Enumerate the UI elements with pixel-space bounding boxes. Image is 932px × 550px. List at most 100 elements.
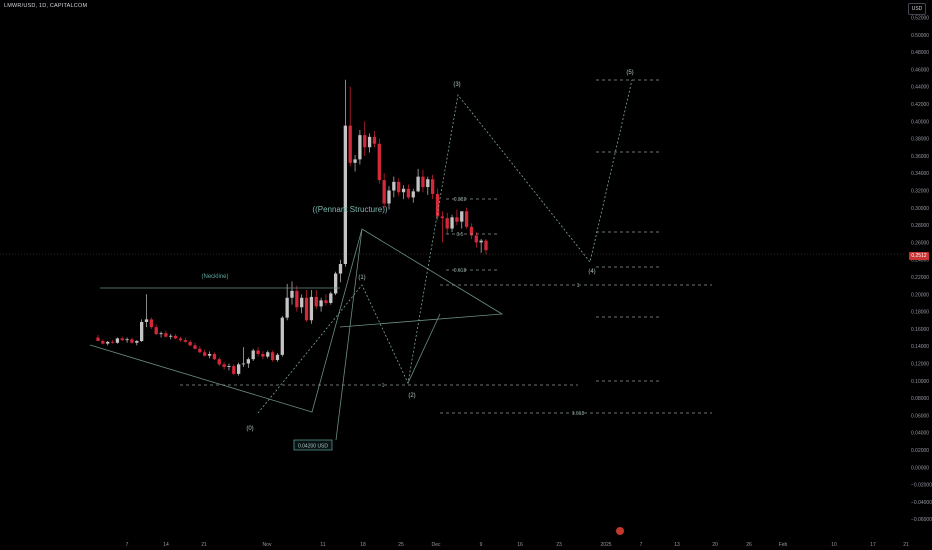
symbol-title[interactable]: LMWR/USD, 1D, CAPITALCOM — [4, 3, 88, 9]
candle-body — [207, 353, 212, 356]
candle-body — [261, 353, 265, 357]
time-tick-label: 16 — [517, 542, 523, 548]
candle-body — [135, 341, 139, 343]
price-tick-label: 0.08000 — [911, 396, 929, 402]
candle-body — [251, 350, 255, 360]
price-tick-label: 0.46000 — [911, 67, 929, 73]
candle-body — [241, 363, 246, 365]
candle-body — [426, 179, 430, 188]
price-tick-label: 0.32000 — [911, 189, 929, 195]
candle-body — [377, 143, 381, 181]
time-tick-label: 26 — [746, 542, 752, 548]
calendar-event-icon[interactable] — [616, 527, 624, 535]
candle-body — [484, 240, 488, 251]
time-tick-label: 10 — [831, 542, 837, 548]
candle-body — [479, 240, 483, 243]
candle-body — [387, 190, 391, 204]
candle-body — [203, 352, 207, 356]
candle-body — [280, 317, 284, 355]
candle-body — [164, 333, 168, 337]
wave-0-label: (0) — [246, 426, 253, 432]
candle-body — [193, 345, 197, 349]
price-tick-label: 0.22000 — [911, 275, 929, 281]
fib-05-label: 0.5 — [457, 232, 464, 238]
price-tick-label: 0.34000 — [911, 171, 929, 177]
candle-body — [183, 340, 187, 342]
price-tick-label: −0.06000 — [911, 517, 932, 523]
candle-body — [363, 135, 367, 148]
price-tick-label: 0.42000 — [911, 102, 929, 108]
currency-button[interactable]: USD — [908, 3, 926, 15]
candle-body — [460, 211, 464, 222]
candle-body — [256, 350, 260, 354]
time-tick-label: 20 — [712, 542, 718, 548]
candle-body — [367, 136, 372, 148]
price-tick-label: 0.28000 — [911, 223, 929, 229]
candle-body — [353, 159, 357, 163]
price-box-label: 0.04200 USD — [298, 444, 328, 450]
price-tick-label: 0.20000 — [911, 292, 929, 298]
candle-body — [421, 176, 425, 188]
candle-body — [406, 188, 411, 198]
time-tick-label: 21 — [903, 542, 909, 548]
wave-3-label: (3) — [453, 82, 460, 88]
candle-body — [140, 321, 144, 342]
wave-2-label: (2) — [408, 393, 415, 399]
candle-body — [401, 188, 406, 193]
candle-body — [358, 135, 362, 160]
neckline-label: (Neckline) — [201, 274, 228, 280]
price-tick-label: 0.50000 — [911, 33, 929, 39]
fib-1-upper-label: 1 — [577, 283, 580, 289]
candle-body — [309, 296, 314, 321]
price-tick-label: 0.40000 — [911, 119, 929, 125]
price-tick-label: 0.18000 — [911, 310, 929, 316]
price-tick-label: 0.26000 — [911, 240, 929, 246]
price-tick-label: 0.16000 — [911, 327, 929, 333]
candle-body — [431, 179, 435, 194]
candle-body — [314, 296, 318, 307]
pennant-inner-line — [407, 313, 441, 384]
time-tick-label: 2025 — [600, 542, 611, 548]
candle-body — [392, 181, 396, 191]
candle-body — [329, 293, 333, 303]
candle-body — [469, 226, 474, 236]
candle-body — [115, 338, 120, 343]
time-tick-label: Nov — [263, 542, 272, 548]
time-tick-label: 13 — [674, 542, 680, 548]
candle-body — [125, 339, 129, 341]
time-tick-label: 14 — [163, 542, 169, 548]
candle-body — [96, 337, 100, 342]
elliott-wave-path — [257, 79, 633, 414]
candle-body — [338, 264, 343, 274]
fib-0618-label: 0.618 — [454, 268, 467, 274]
price-tick-label: 0.00000 — [911, 465, 929, 471]
price-tick-label: 0.06000 — [911, 413, 929, 419]
candle-body — [130, 339, 134, 343]
candle-body — [246, 359, 250, 364]
time-tick-label: 11 — [320, 542, 325, 548]
price-tick-label: 0.10000 — [911, 379, 929, 385]
time-tick-label: 9 — [480, 542, 483, 548]
candle-body — [343, 125, 347, 265]
price-tick-label: 0.48000 — [911, 50, 929, 56]
time-tick-label: 7 — [640, 542, 643, 548]
candle-body — [445, 218, 449, 229]
candle-body — [188, 341, 192, 346]
pennant-structure-label: ((Pennant Structure)) — [312, 205, 387, 214]
time-tick-label: Feb — [779, 542, 788, 548]
time-tick-label: 17 — [870, 542, 876, 548]
price-tick-label: −0.02000 — [911, 483, 932, 489]
time-tick-label: 25 — [398, 542, 404, 548]
candle-body — [397, 181, 401, 193]
candle-body — [285, 297, 289, 318]
candle-body — [106, 341, 110, 344]
price-tick-label: 0.24000 — [911, 258, 929, 264]
candle-body — [270, 352, 275, 361]
wave-4-label: (4) — [588, 269, 595, 275]
price-tick-label: −0.04000 — [911, 500, 932, 506]
time-tick-label: 7 — [126, 542, 129, 548]
candle-body — [455, 217, 459, 222]
candle-body — [144, 319, 149, 322]
candle-body — [217, 359, 221, 365]
